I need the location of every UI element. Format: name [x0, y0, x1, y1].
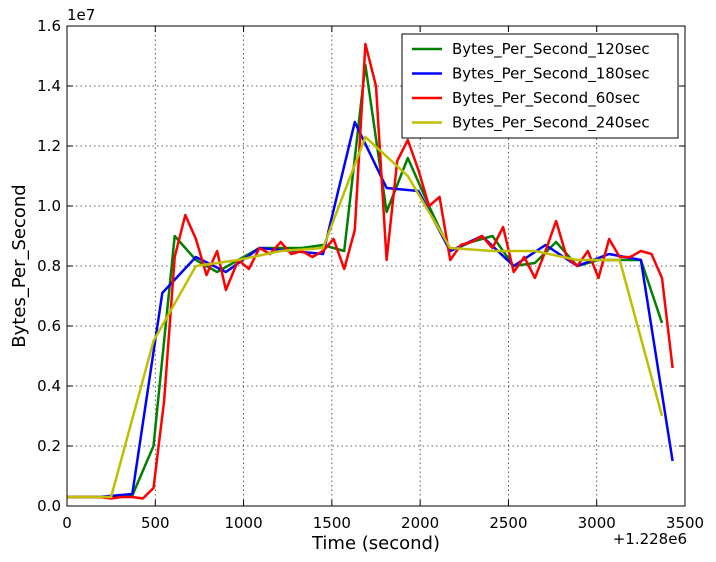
x-offset-label: +1.228e6 — [613, 530, 687, 548]
series-line-bytes-per-second-60sec — [67, 42, 674, 500]
x-tick-label: 2500 — [489, 514, 527, 532]
y-tick-label: 1.0 — [37, 197, 61, 215]
y-tick-label: 0.4 — [37, 377, 61, 395]
y-axis-title: Bytes_Per_Second — [9, 184, 30, 347]
y-tick-label: 0.0 — [37, 497, 61, 515]
y-tick-label: 1.6 — [37, 17, 61, 35]
axis-ticks — [66, 25, 686, 507]
x-tick-label: 3000 — [578, 514, 616, 532]
x-tick-labels: 0 500 1000 1500 2000 2500 3000 3500 — [62, 514, 704, 532]
series-lines — [67, 42, 674, 500]
legend-label: Bytes_Per_Second_240sec — [452, 114, 650, 133]
legend-label: Bytes_Per_Second_120sec — [452, 40, 650, 59]
series-line-bytes-per-second-240sec — [67, 135, 664, 499]
series-line-bytes-per-second-180sec — [67, 120, 674, 499]
x-tick-label: 0 — [62, 514, 72, 532]
y-tick-label: 0.8 — [37, 257, 61, 275]
y-tick-label: 1.4 — [37, 77, 61, 95]
y-tick-label: 1.2 — [37, 137, 61, 155]
x-tick-label: 1500 — [313, 514, 351, 532]
y-scale-label: 1e7 — [67, 6, 95, 24]
legend-label: Bytes_Per_Second_60sec — [452, 89, 640, 108]
y-tick-label: 0.2 — [37, 437, 61, 455]
legend: Bytes_Per_Second_120sec Bytes_Per_Second_… — [401, 33, 679, 139]
y-tick-label: 0.6 — [37, 317, 61, 335]
x-axis-title: Time (second) — [311, 533, 440, 554]
y-tick-labels: 0.0 0.2 0.4 0.6 0.8 1.0 1.2 1.4 1.6 — [37, 17, 61, 515]
x-tick-label: 2000 — [401, 514, 439, 532]
x-tick-label: 1000 — [224, 514, 262, 532]
x-tick-label: 500 — [141, 514, 170, 532]
x-tick-label: 3500 — [666, 514, 704, 532]
legend-box — [401, 33, 679, 139]
legend-label: Bytes_Per_Second_180sec — [452, 65, 650, 84]
